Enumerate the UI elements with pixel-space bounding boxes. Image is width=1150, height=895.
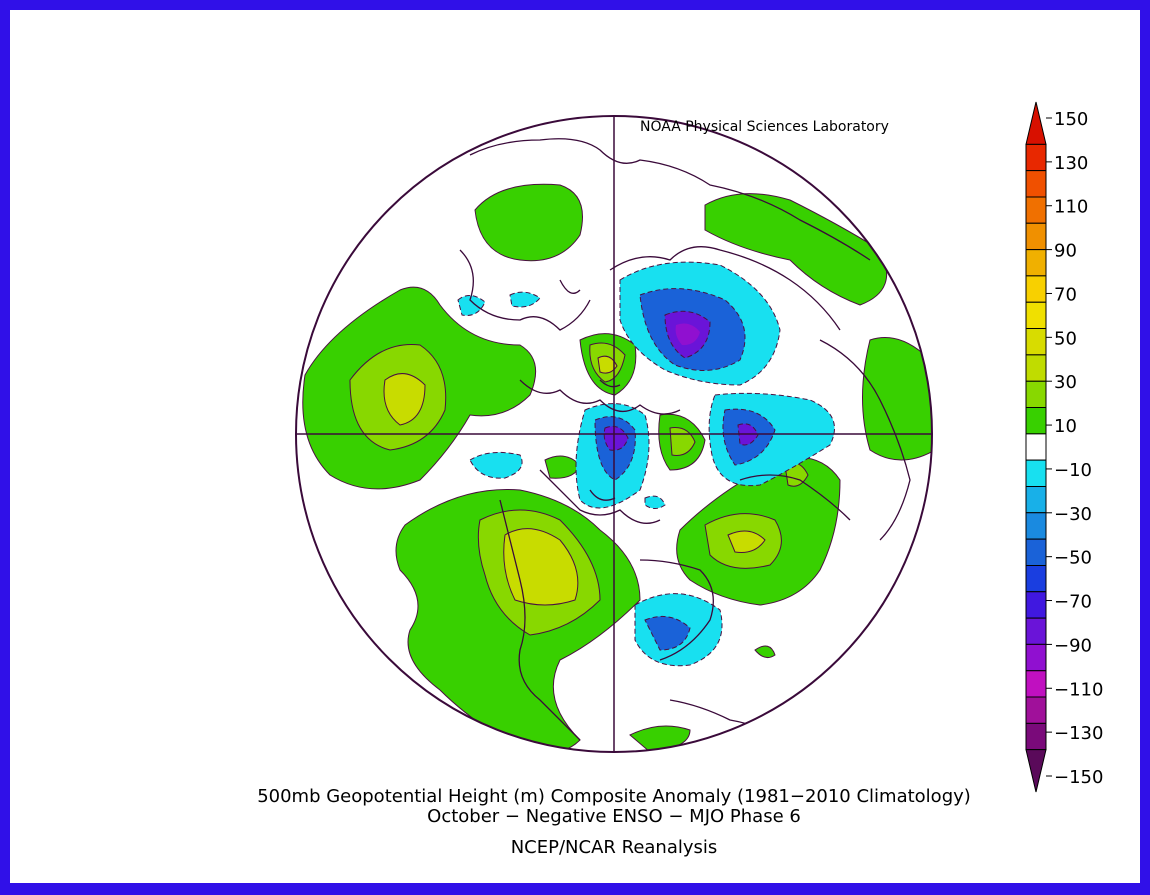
negative-anomaly-min: [675, 323, 700, 346]
colorbar-swatch: [1025, 433, 1047, 461]
colorbar-tick-label: −90: [1054, 635, 1092, 656]
colorbar-swatch: [1025, 643, 1047, 672]
colorbar-swatches: [1025, 101, 1047, 793]
colorbar-tick-label: 50: [1054, 328, 1077, 349]
colorbar-swatch: [1025, 459, 1047, 487]
colorbar-swatch: [1025, 196, 1047, 224]
credit-label: NOAA Physical Sciences Laboratory: [640, 119, 889, 135]
colorbar-swatch: [1025, 617, 1047, 645]
map-axes: [296, 116, 932, 752]
colorbar-swatch: [1025, 222, 1047, 251]
colorbar-swatch: [1025, 670, 1047, 698]
colorbar-swatch: [1025, 170, 1047, 198]
colorbar-swatch: [1025, 380, 1047, 409]
colorbar-swatch: [1025, 275, 1047, 303]
colorbar-tick-label: −70: [1054, 592, 1092, 613]
colorbar-swatch: [1025, 749, 1047, 793]
colorbar-tick-label: 150: [1054, 109, 1088, 130]
colorbar-swatch: [1025, 722, 1047, 751]
colorbar-tick-label: −30: [1054, 504, 1092, 525]
colorbar-swatch: [1025, 696, 1047, 724]
colorbar: 150 130 110 90 70 50 30 10 −10 −30 −50 −70 −90 −110 −1…: [1025, 101, 1103, 793]
colorbar-tick-label: 90: [1054, 241, 1077, 262]
colorbar-swatch: [1025, 328, 1047, 356]
title-line-2: October − Negative ENSO − MJO Phase 6: [427, 806, 801, 827]
colorbar-swatch: [1025, 564, 1047, 593]
colorbar-tick-label: −130: [1054, 723, 1103, 744]
colorbar-swatch: [1025, 407, 1047, 435]
colorbar-swatch: [1025, 249, 1047, 277]
colorbar-tick-label: 130: [1054, 153, 1088, 174]
colorbar-labels: 150 130 110 90 70 50 30 10 −10 −30 −50 −70 −90 −110 −1…: [1046, 109, 1103, 788]
colorbar-tick-label: −150: [1054, 767, 1103, 788]
colorbar-swatch: [1025, 512, 1047, 540]
source-label: NCEP/NCAR Reanalysis: [511, 837, 718, 858]
colorbar-tick-label: −10: [1054, 460, 1092, 481]
colorbar-tick-label: 30: [1054, 372, 1077, 393]
colorbar-tick-label: −50: [1054, 548, 1092, 569]
coastlines: [459, 138, 911, 741]
colorbar-tick-label: −110: [1054, 679, 1103, 700]
colorbar-swatch: [1025, 591, 1047, 619]
colorbar-tick-label: 10: [1054, 416, 1077, 437]
colorbar-swatch: [1025, 143, 1047, 172]
positive-anomaly-peaks: [383, 355, 766, 606]
colorbar-swatch: [1025, 538, 1047, 566]
colorbar-tick-label: 70: [1054, 284, 1077, 305]
colorbar-swatch: [1025, 354, 1047, 382]
colorbar-swatch: [1025, 101, 1047, 145]
colorbar-swatch: [1025, 301, 1047, 330]
map-boundary: [295, 115, 933, 753]
colorbar-tick-label: 110: [1054, 197, 1088, 218]
title-line-1: 500mb Geopotential Height (m) Composite …: [257, 786, 971, 807]
colorbar-swatch: [1025, 485, 1047, 514]
polar-map: [295, 115, 933, 753]
